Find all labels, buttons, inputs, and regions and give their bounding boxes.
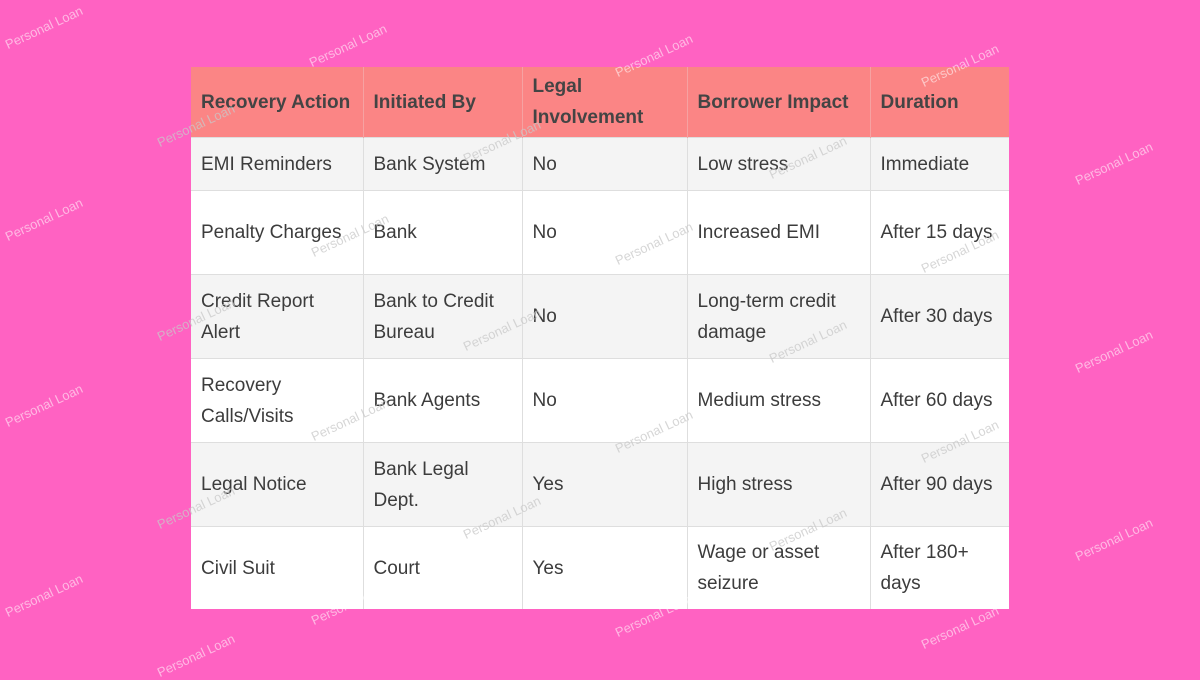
table-cell: Long-term credit damage — [687, 274, 871, 359]
table-cell: Penalty Charges — [191, 190, 364, 275]
table-cell: Wage or asset seizure — [687, 526, 871, 609]
table-row: Credit Report Alert Bank to Credit Burea… — [191, 274, 1009, 359]
watermark-text: Personal Loan — [1072, 138, 1156, 189]
table-header-row: Recovery Action Initiated By Legal Invol… — [191, 67, 1009, 138]
table-cell: Medium stress — [687, 358, 871, 443]
watermark-text: Personal Loan — [2, 194, 86, 245]
watermark-text: Personal Loan — [2, 570, 86, 621]
table-row: Penalty Charges Bank No Increased EMI Af… — [191, 190, 1009, 275]
table-cell: Bank — [363, 190, 523, 275]
table-cell: After 90 days — [870, 442, 1009, 527]
table-cell: After 60 days — [870, 358, 1009, 443]
table-cell: Legal Notice — [191, 442, 364, 527]
table-cell: After 15 days — [870, 190, 1009, 275]
watermark-text: Personal Loan — [2, 2, 86, 53]
table-cell: No — [522, 190, 688, 275]
table-cell: High stress — [687, 442, 871, 527]
table-row: Civil Suit Court Yes Wage or asset seizu… — [191, 526, 1009, 609]
header-legal-involvement: Legal Involvement — [522, 67, 688, 138]
table-cell: Bank to Credit Bureau — [363, 274, 523, 359]
table-cell: No — [522, 274, 688, 359]
table-cell: Bank Agents — [363, 358, 523, 443]
watermark-text: Personal Loan — [1072, 326, 1156, 377]
table-cell: Recovery Calls/Visits — [191, 358, 364, 443]
table-cell: Immediate — [870, 137, 1009, 191]
watermark-text: Personal Loan — [1072, 514, 1156, 565]
table-row: Legal Notice Bank Legal Dept. Yes High s… — [191, 442, 1009, 527]
table-cell: After 30 days — [870, 274, 1009, 359]
table-cell: Yes — [522, 526, 688, 609]
recovery-actions-table: Recovery Action Initiated By Legal Invol… — [191, 67, 1009, 609]
header-borrower-impact: Borrower Impact — [687, 67, 871, 138]
table-row: Recovery Calls/Visits Bank Agents No Med… — [191, 358, 1009, 443]
table-cell: No — [522, 358, 688, 443]
table-cell: Civil Suit — [191, 526, 364, 609]
watermark-text: Personal Loan — [918, 602, 1002, 653]
header-initiated-by: Initiated By — [363, 67, 523, 138]
watermark-text: Personal Loan — [154, 630, 238, 680]
recovery-table-container: Recovery Action Initiated By Legal Invol… — [191, 67, 1009, 609]
table-cell: No — [522, 137, 688, 191]
table-cell: Court — [363, 526, 523, 609]
table-row: EMI Reminders Bank System No Low stress … — [191, 137, 1009, 191]
table-cell: Bank Legal Dept. — [363, 442, 523, 527]
header-recovery-action: Recovery Action — [191, 67, 364, 138]
table-cell: After 180+ days — [870, 526, 1009, 609]
table-cell: EMI Reminders — [191, 137, 364, 191]
table-cell: Yes — [522, 442, 688, 527]
table-cell: Credit Report Alert — [191, 274, 364, 359]
table-cell: Bank System — [363, 137, 523, 191]
table-cell: Low stress — [687, 137, 871, 191]
watermark-text: Personal Loan — [2, 380, 86, 431]
watermark-text: Personal Loan — [306, 20, 390, 71]
table-cell: Increased EMI — [687, 190, 871, 275]
header-duration: Duration — [870, 67, 1009, 138]
